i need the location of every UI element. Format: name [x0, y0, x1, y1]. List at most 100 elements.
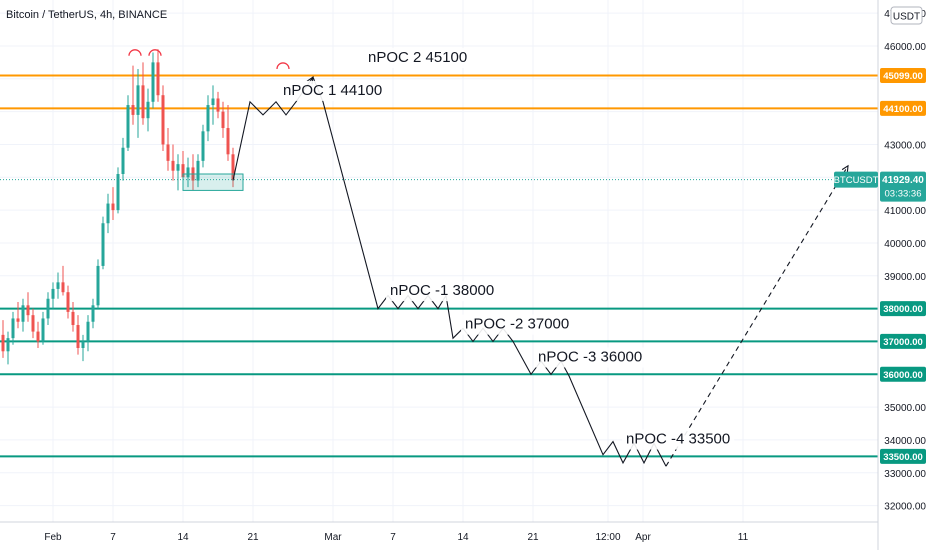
- candle-body: [196, 160, 200, 181]
- level-axis-label: 33500.00: [883, 452, 923, 463]
- level-annotation-bg: [386, 281, 499, 302]
- bar-countdown: 03:33:36: [885, 189, 922, 200]
- candle: [206, 95, 210, 142]
- top-arc: [148, 49, 162, 56]
- level-axis-badge: [880, 366, 926, 382]
- candle: [31, 308, 35, 339]
- level-annotation-text: nPOC -2 37000: [465, 316, 569, 333]
- candle: [6, 331, 10, 365]
- level-annotation-bg: [279, 80, 387, 101]
- candle-body: [181, 164, 185, 178]
- time-tick-label: 11: [738, 532, 749, 543]
- candle-body: [116, 174, 120, 211]
- candle: [226, 105, 230, 161]
- candle: [11, 311, 15, 345]
- level-axis-label: 45099.00: [883, 71, 923, 82]
- candle-body: [106, 203, 110, 224]
- candle-body: [76, 325, 80, 348]
- level-axis-badge: [880, 301, 926, 317]
- projection-path: [232, 76, 667, 467]
- candle-body: [121, 147, 125, 174]
- candle: [166, 128, 170, 171]
- price-axis[interactable]: 32000.00 33000.00 34000.00 35000.00 36000.00…: [834, 0, 927, 550]
- candle: [111, 187, 115, 220]
- candle: [196, 154, 200, 188]
- candle-body: [211, 98, 215, 106]
- candle-body: [21, 305, 25, 322]
- current-price-badge: [880, 171, 926, 202]
- candle-body: [51, 288, 55, 299]
- candle-body: [36, 331, 40, 342]
- time-tick-label: 21: [527, 532, 539, 543]
- price-tick-label: 33000.00: [884, 469, 926, 480]
- candle-body: [41, 318, 45, 342]
- candle: [136, 68, 140, 138]
- candle: [26, 292, 30, 322]
- time-axis[interactable]: Feb 7 14 21 Mar 7 14 21 12:00 Apr 11: [0, 521, 878, 543]
- time-tick-label: 7: [390, 532, 396, 543]
- price-tick-label: 35000.00: [884, 403, 926, 414]
- candle: [61, 265, 65, 296]
- price-tick-label: 40000.00: [884, 239, 926, 250]
- candle: [16, 302, 20, 329]
- candle: [36, 321, 40, 348]
- currency-badge[interactable]: USDT: [890, 6, 923, 25]
- level-annotation-text: nPOC 2 45100: [368, 49, 467, 66]
- level-annotation-bg: [534, 347, 647, 368]
- candle: [46, 292, 50, 326]
- current-price-value: 41929.40: [882, 175, 924, 186]
- candle: [141, 62, 145, 125]
- candle: [91, 298, 95, 329]
- candle: [146, 88, 150, 132]
- level-axis-badge: [880, 100, 926, 116]
- candle-body: [6, 338, 10, 352]
- candle-body: [16, 318, 20, 322]
- level-axis-label: 36000.00: [883, 370, 923, 381]
- candle-body: [91, 305, 95, 322]
- time-tick-label: 12:00: [595, 532, 620, 543]
- top-arc: [128, 49, 142, 56]
- candle: [176, 154, 180, 191]
- candle: [156, 49, 160, 102]
- candle: [131, 65, 135, 125]
- price-tick-label: 46000.00: [884, 42, 926, 53]
- time-tick-label: Mar: [324, 532, 342, 543]
- candle-body: [26, 305, 30, 316]
- candle-body: [96, 265, 100, 306]
- candle: [96, 259, 100, 309]
- currency-badge-label: USDT: [893, 12, 920, 23]
- npoc-levels: [0, 74, 878, 458]
- candle: [71, 302, 75, 332]
- candle-body: [111, 203, 115, 211]
- candle: [126, 95, 130, 152]
- level-axis-label: 37000.00: [883, 337, 923, 348]
- time-tick-label: 21: [247, 532, 259, 543]
- time-tick-label: 14: [177, 532, 189, 543]
- candle-body: [161, 95, 165, 145]
- candle: [171, 144, 175, 181]
- level-annotation-text: nPOC 1 44100: [283, 82, 382, 99]
- price-tick-label: 43000.00: [884, 140, 926, 151]
- candle-body: [11, 318, 15, 339]
- candle-body: [146, 101, 150, 119]
- candle: [161, 85, 165, 152]
- chart-grid: [0, 0, 878, 522]
- candle: [186, 157, 190, 188]
- candle: [76, 315, 80, 355]
- level-axis-badge: [880, 333, 926, 349]
- candle: [201, 124, 205, 168]
- candle: [66, 285, 70, 319]
- candle-body: [151, 62, 155, 102]
- candle-body: [131, 105, 135, 115]
- recovery-arrowhead: [841, 164, 849, 173]
- chart-title: Bitcoin / TetherUS, 4h, BINANCE: [6, 9, 167, 21]
- candle: [21, 298, 25, 332]
- candle-body: [136, 85, 140, 115]
- candle-body: [176, 164, 180, 171]
- candle: [41, 311, 45, 345]
- level-annotation: nPOC 1 44100: [279, 80, 387, 101]
- candle: [51, 282, 55, 309]
- symbol-badge: [834, 171, 878, 188]
- candle-body: [46, 298, 50, 319]
